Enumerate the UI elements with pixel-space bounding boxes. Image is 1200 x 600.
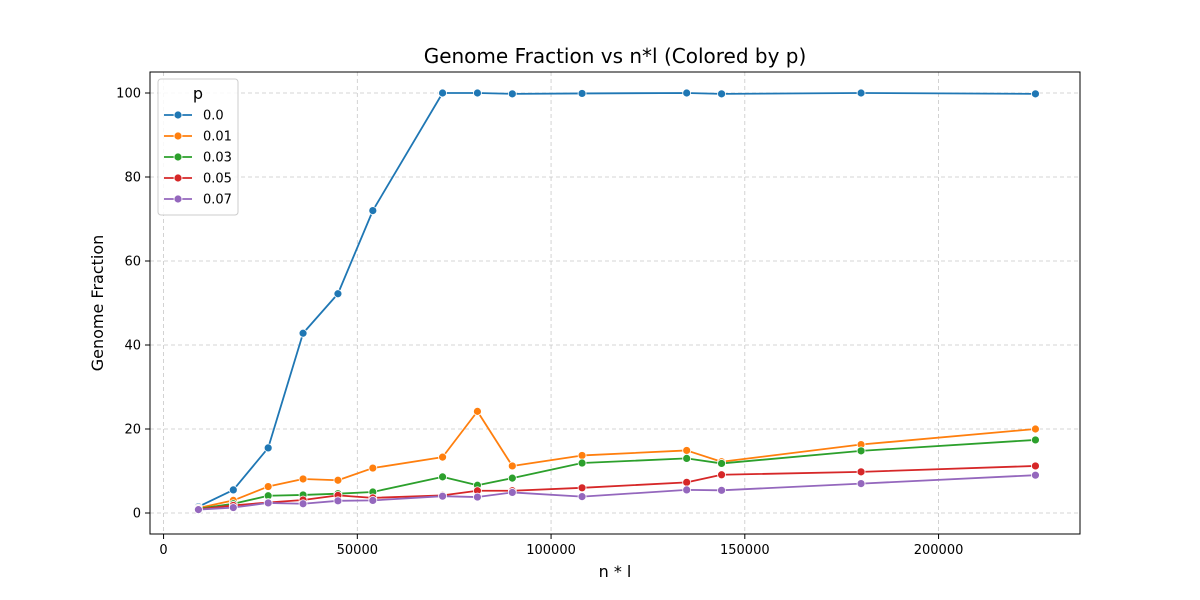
data-point xyxy=(263,498,273,508)
legend-swatch-marker xyxy=(173,131,183,141)
series-0.03 xyxy=(194,435,1040,514)
ticks: 0 50000 100000 150000 200000 0 20 40 60 80 100 xyxy=(116,87,963,559)
data-point xyxy=(438,472,447,482)
data-point xyxy=(298,474,308,484)
data-point xyxy=(473,492,482,502)
data-point xyxy=(1031,470,1040,480)
data-point xyxy=(856,446,866,456)
data-point xyxy=(473,88,482,98)
data-point xyxy=(263,482,273,491)
legend-swatch-marker xyxy=(173,110,183,120)
series-line xyxy=(198,410,1036,509)
x-tick-label: 200000 xyxy=(914,543,964,558)
data-point xyxy=(507,488,517,497)
legend-label: 0.05 xyxy=(203,172,232,187)
series-line xyxy=(198,439,1036,510)
data-point xyxy=(438,491,447,501)
data-point xyxy=(1031,461,1040,471)
data-point xyxy=(333,475,343,485)
legend-items: 0.0 0.01 0.03 0.05 0.07 xyxy=(164,109,232,208)
data-point xyxy=(473,406,482,416)
x-tick-label: 0 xyxy=(159,543,167,558)
data-point xyxy=(577,458,587,468)
series-line xyxy=(198,474,1036,511)
data-point xyxy=(228,503,238,512)
x-axis-label: n * l xyxy=(599,562,632,581)
series-0.07 xyxy=(194,470,1040,515)
legend-item: 0.01 xyxy=(164,130,232,145)
data-point xyxy=(228,485,238,495)
y-tick-label: 20 xyxy=(124,423,141,438)
data-point xyxy=(298,499,308,509)
x-tick-label: 150000 xyxy=(720,543,770,558)
series-line xyxy=(198,92,1036,508)
y-tick-label: 0 xyxy=(133,507,141,522)
data-point xyxy=(717,89,726,99)
legend-swatch-marker xyxy=(173,152,183,162)
data-point xyxy=(298,328,308,338)
data-point xyxy=(577,89,587,98)
data-point xyxy=(368,206,378,216)
data-point xyxy=(1031,424,1040,434)
legend-item: 0.07 xyxy=(164,193,232,208)
data-point xyxy=(438,88,447,98)
legend-swatch-marker xyxy=(173,173,183,183)
legend-label: 0.07 xyxy=(203,193,232,208)
data-point xyxy=(856,479,866,489)
data-point xyxy=(194,505,203,515)
data-point xyxy=(682,453,692,463)
data-point xyxy=(507,461,517,471)
y-tick-label: 40 xyxy=(124,339,141,354)
x-tick-label: 50000 xyxy=(337,543,378,558)
data-point xyxy=(507,89,517,99)
chart-title: Genome Fraction vs n*l (Colored by p) xyxy=(424,44,807,68)
y-tick-label: 60 xyxy=(124,255,141,270)
data-point xyxy=(333,289,343,299)
data-point xyxy=(717,485,726,495)
data-point xyxy=(368,495,378,505)
x-tick-label: 100000 xyxy=(526,543,576,558)
data-point xyxy=(1031,89,1040,99)
legend-label: 0.03 xyxy=(203,151,232,166)
y-tick-label: 80 xyxy=(124,171,141,186)
data-point xyxy=(577,451,587,460)
grid xyxy=(150,72,1080,534)
data-point xyxy=(717,470,726,480)
data-point xyxy=(682,477,692,487)
data-point xyxy=(856,467,866,477)
series-0.05 xyxy=(194,461,1040,514)
legend-item: 0.03 xyxy=(164,151,232,166)
legend-label: 0.0 xyxy=(203,109,224,124)
legend: p 0.0 0.01 0.03 0.05 0.07 xyxy=(157,78,239,216)
data-point xyxy=(577,492,587,502)
data-point xyxy=(438,452,447,462)
data-point xyxy=(682,485,692,495)
series-line xyxy=(198,465,1036,511)
data-point xyxy=(682,88,692,98)
legend-item: 0.05 xyxy=(164,172,232,187)
series-0.01 xyxy=(194,406,1040,513)
y-axis-label: Genome Fraction xyxy=(88,235,107,372)
data-point xyxy=(263,443,273,453)
legend-label: 0.01 xyxy=(203,130,232,145)
data-point xyxy=(856,88,866,98)
data-point xyxy=(682,446,692,455)
series-layer xyxy=(194,88,1040,515)
y-tick-label: 100 xyxy=(116,87,141,102)
data-point xyxy=(1031,435,1040,445)
data-point xyxy=(577,483,587,493)
plot-area-frame xyxy=(149,71,1081,535)
data-point xyxy=(717,459,726,468)
data-point xyxy=(507,473,517,483)
legend-item: 0.0 xyxy=(164,109,224,124)
legend-swatch-marker xyxy=(173,194,183,204)
legend-title: p xyxy=(193,84,203,103)
data-point xyxy=(333,496,343,506)
data-point xyxy=(368,463,378,473)
